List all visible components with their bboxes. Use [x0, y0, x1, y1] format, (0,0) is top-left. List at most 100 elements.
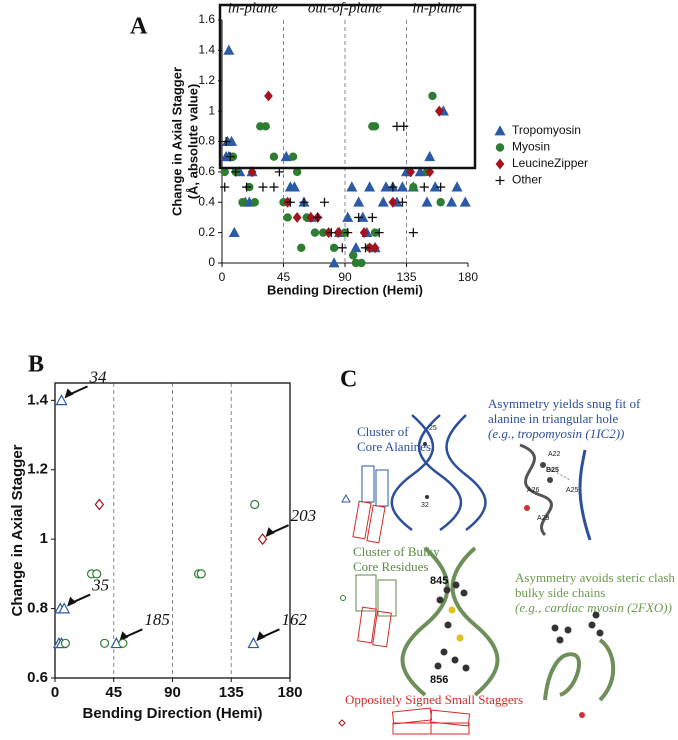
atom	[451, 656, 459, 664]
legend-label: Tropomyosin	[512, 123, 581, 137]
residue-label: 32	[421, 502, 429, 509]
point	[397, 197, 407, 207]
helix	[400, 546, 450, 697]
point	[353, 196, 365, 207]
point	[436, 182, 446, 192]
residue-label: A26	[527, 487, 540, 494]
point	[409, 182, 418, 192]
point	[396, 181, 408, 192]
point	[419, 182, 429, 192]
atom	[524, 505, 530, 511]
point	[261, 122, 270, 131]
atom	[444, 621, 452, 629]
region-label: out-of-plane	[308, 0, 382, 16]
point	[220, 167, 229, 177]
marker-key	[340, 595, 346, 601]
atom	[556, 636, 564, 644]
atom	[443, 586, 451, 594]
y-tick-label: 0.6	[198, 164, 215, 178]
group-note: Asymmetry yields snug fit of	[488, 396, 641, 411]
legend-marker	[494, 125, 506, 136]
point	[346, 181, 358, 192]
point	[220, 182, 230, 192]
residue-label: 25	[429, 425, 437, 432]
point	[247, 166, 257, 178]
point	[225, 152, 235, 162]
y-tick-label: 1.4	[198, 43, 215, 57]
point	[333, 227, 343, 239]
point	[238, 198, 247, 207]
point	[221, 137, 231, 146]
group-example: (e.g., cardiac myosin (2FXO))	[515, 600, 672, 615]
point	[354, 212, 364, 222]
helix-box	[429, 709, 471, 727]
y-tick-label: 1.4	[27, 391, 49, 408]
y-tick-label: 1.2	[198, 73, 215, 87]
helix-box	[430, 722, 470, 735]
legend-marker	[495, 158, 505, 170]
atom	[460, 589, 468, 597]
point	[283, 213, 292, 222]
point-label: 162	[281, 610, 307, 629]
atom	[434, 662, 442, 670]
point	[380, 181, 392, 192]
atom	[540, 462, 546, 468]
point-label: 35	[91, 575, 109, 594]
structure	[578, 449, 592, 541]
residue-label: A22	[548, 451, 561, 458]
residue-label: 845	[430, 575, 448, 587]
point	[269, 182, 279, 192]
y-tick-label: 0.6	[27, 669, 48, 686]
point	[361, 243, 370, 253]
helix	[417, 414, 463, 532]
residue-label: B25	[546, 467, 559, 474]
atom	[579, 712, 585, 718]
atom	[440, 648, 448, 656]
point	[343, 228, 353, 238]
point	[436, 198, 445, 207]
point	[250, 499, 260, 510]
helix	[390, 414, 435, 532]
point	[446, 196, 458, 207]
y-tick-label: 0.8	[27, 600, 48, 617]
side-chains	[434, 581, 470, 672]
region-label: in-plane	[228, 0, 278, 16]
helix-box	[355, 574, 377, 612]
atom	[592, 611, 600, 619]
point	[280, 150, 292, 162]
point	[329, 243, 339, 253]
atom	[547, 477, 553, 483]
point	[297, 243, 306, 253]
x-tick-label: 90	[164, 684, 181, 701]
point-label: 34	[89, 367, 108, 386]
atom	[588, 621, 596, 629]
atom	[436, 596, 444, 604]
point	[299, 197, 309, 207]
point	[288, 181, 300, 192]
point	[359, 227, 369, 239]
residue-label: A25	[566, 487, 579, 494]
atom	[425, 495, 429, 499]
x-tick-label: 0	[219, 270, 226, 284]
point	[388, 196, 398, 208]
plot-frame	[54, 382, 291, 679]
helix-box	[352, 500, 372, 540]
point	[288, 152, 298, 161]
point	[349, 251, 358, 260]
arrowhead	[119, 631, 129, 642]
point	[242, 182, 252, 192]
y-axis-title: Change in Axial Stagger	[9, 444, 26, 616]
x-tick-label: 135	[219, 684, 244, 701]
legend-marker	[495, 176, 505, 185]
helix-box	[357, 606, 377, 644]
point	[337, 243, 347, 253]
x-axis-title: Bending Direction (Hemi)	[82, 705, 262, 722]
atom	[456, 634, 464, 642]
y-tick-label: 1.6	[198, 12, 215, 26]
point	[292, 211, 302, 223]
structure	[598, 638, 616, 702]
point	[370, 242, 380, 254]
point	[374, 228, 384, 238]
